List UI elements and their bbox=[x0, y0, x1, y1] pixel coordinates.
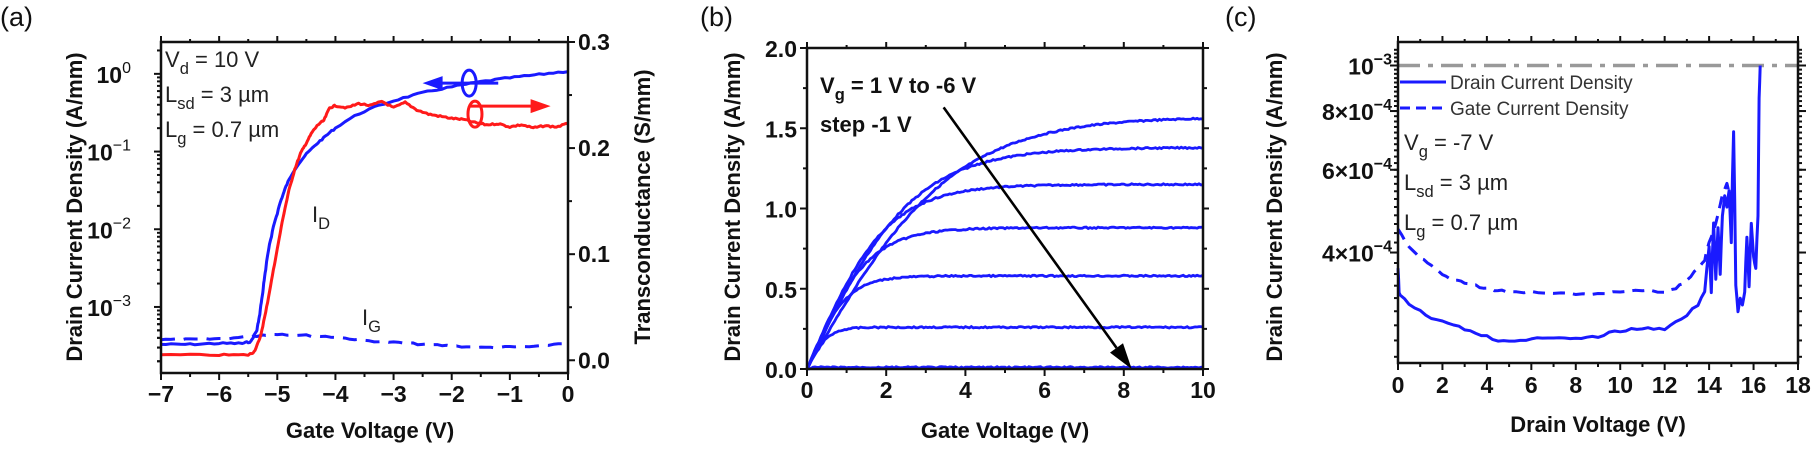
panel-c-xtick-label: 4 bbox=[1480, 372, 1493, 398]
panel-c-x-axis-title: Drain Voltage (V) bbox=[1510, 412, 1686, 437]
panel-b-series-0 bbox=[805, 116, 1204, 371]
right-arrowhead-icon bbox=[530, 99, 551, 114]
left-arrowhead-icon bbox=[422, 76, 443, 91]
panel-b-xtick-label: 8 bbox=[1117, 377, 1130, 403]
panel-a-series-2 bbox=[160, 99, 569, 357]
panel-a-ytick-label: 100 bbox=[97, 60, 132, 88]
vg-step-arrow-icon bbox=[942, 106, 1118, 349]
panel-b-xtick-label: 6 bbox=[1038, 377, 1051, 403]
panel-b-label: (b) bbox=[700, 2, 733, 32]
panel-a-annotation-1: Lsd = 3 µm bbox=[165, 82, 269, 113]
panel-a-xtick-label: −3 bbox=[380, 381, 406, 407]
panel-a-y2tick-label: 0.3 bbox=[578, 29, 610, 55]
panel-a-xtick-label: −4 bbox=[322, 381, 348, 407]
panel-a-y-axis-title: Drain Current Density (A/mm) bbox=[62, 52, 87, 361]
legend-label-1: Gate Current Density bbox=[1450, 99, 1629, 120]
panel-c-xtick-label: 14 bbox=[1696, 372, 1722, 398]
panel-b-series-4 bbox=[805, 273, 1204, 370]
curve-marker-circle-icon bbox=[460, 68, 478, 98]
panel-c-ytick-label: 10−3 bbox=[1348, 51, 1392, 79]
panel-c-xtick-label: 6 bbox=[1525, 372, 1538, 398]
panel-a-y2tick-label: 0.0 bbox=[578, 347, 610, 373]
panel-c-ytick-label: 8×10−4 bbox=[1322, 97, 1392, 125]
panel-b-series-3 bbox=[805, 225, 1204, 370]
panel-c-xtick-label: 12 bbox=[1652, 372, 1678, 398]
panel-c-xtick-label: 8 bbox=[1569, 372, 1582, 398]
panel-a-y2tick-label: 0.2 bbox=[578, 135, 610, 161]
panel-c-series-0 bbox=[1396, 65, 1762, 343]
panel-a-ytick-label: 10−2 bbox=[87, 215, 131, 243]
panel-b-ytick-label: 0.0 bbox=[765, 357, 797, 383]
panel-b-step-annotation: step -1 V bbox=[820, 112, 912, 137]
panel-c-annotation-2: Lg = 0.7 µm bbox=[1404, 210, 1518, 241]
panel-a-series-0 bbox=[160, 70, 569, 347]
panel-a-x-axis-title: Gate Voltage (V) bbox=[286, 418, 454, 443]
panel-b-xtick-label: 2 bbox=[880, 377, 893, 403]
panel-a-plot-area: Vd = 10 V Lsd = 3 µm Lg = 0.7 µm ID IG bbox=[160, 47, 569, 357]
panel-b-ytick-label: 0.5 bbox=[765, 277, 797, 303]
panel-a-y2-axis-title: Transconductance (S/mm) bbox=[630, 69, 655, 344]
panel-b-series-2 bbox=[805, 182, 1204, 370]
panel-a-ytick-label: 10−1 bbox=[87, 138, 131, 166]
panel-c-y-axis-title: Drain Current Density (A/mm) bbox=[1262, 52, 1287, 361]
panel-c-ytick-label: 4×10−4 bbox=[1322, 239, 1392, 267]
panel-c-xtick-label: 0 bbox=[1392, 372, 1405, 398]
panel-c-label: (c) bbox=[1225, 2, 1256, 32]
panel-a-xtick-label: 0 bbox=[562, 381, 575, 407]
panel-b-plot-area: Vg = 1 V to -6 V step -1 V bbox=[805, 73, 1204, 371]
panel-c-annotation-1: Lsd = 3 µm bbox=[1404, 170, 1508, 201]
legend-label-0: Drain Current Density bbox=[1450, 73, 1633, 94]
panel-a-series-1 bbox=[160, 332, 569, 350]
panel-b-ytick-label: 1.5 bbox=[765, 116, 797, 142]
panel-b-series-1 bbox=[805, 145, 1204, 370]
panel-a-xtick-label: −1 bbox=[497, 381, 523, 407]
panel-a-annotation-2: Lg = 0.7 µm bbox=[165, 117, 279, 148]
panel-b-x-axis-title: Gate Voltage (V) bbox=[921, 418, 1089, 443]
panel-a-annotation-0: Vd = 10 V bbox=[165, 47, 260, 78]
panel-a-xtick-label: −5 bbox=[264, 381, 290, 407]
panel-a-xtick-label: −6 bbox=[206, 381, 232, 407]
panel-b-ytick-label: 1.0 bbox=[765, 197, 797, 223]
panel-b-chart: (b) Vg = 1 V to -6 V step -1 V 0 2 4 6 8 10 0.0… bbox=[700, 2, 1216, 443]
id-curve-label: ID bbox=[312, 202, 330, 233]
panel-a-label: (a) bbox=[0, 2, 33, 32]
panel-b-vg-range-annotation: Vg = 1 V to -6 V bbox=[820, 73, 977, 104]
panel-c-xtick-label: 10 bbox=[1607, 372, 1633, 398]
panel-c-annotation-0: Vg = -7 V bbox=[1404, 130, 1494, 161]
panel-b-xtick-label: 4 bbox=[959, 377, 972, 403]
panel-c-xtick-label: 16 bbox=[1741, 372, 1767, 398]
panel-c-ytick-label: 6×10−4 bbox=[1322, 156, 1392, 184]
panel-a-axes: −7 −6 −5 −4 −3 −2 −1 0 100 10−1 10−2 10−3 0.0 0.1 0.2 0… bbox=[87, 29, 610, 407]
panel-a-chart: (a) Vd = 10 V Lsd = 3 µm Lg = 0.7 µm ID IG −… bbox=[0, 2, 655, 443]
panel-b-axes: 0 2 4 6 8 10 0.0 0.5 1.0 1.5 2.0 bbox=[765, 36, 1216, 403]
panel-b-xtick-label: 0 bbox=[801, 377, 814, 403]
ig-curve-label: IG bbox=[362, 305, 381, 336]
vg-step-arrowhead-icon bbox=[1110, 343, 1132, 369]
panel-c-plot-area: Drain Current Density Gate Current Densit… bbox=[1396, 63, 1798, 343]
panel-b-series-5 bbox=[805, 324, 1204, 370]
panel-c-xtick-label: 18 bbox=[1785, 372, 1811, 398]
panel-a-ytick-label: 10−3 bbox=[87, 293, 131, 321]
panel-a-y2tick-label: 0.1 bbox=[578, 241, 610, 267]
panel-c-axes: 0 2 4 6 8 10 12 14 16 18 10−3 8×10−4 6×10−4 4×10−4 bbox=[1322, 36, 1811, 398]
panel-c-xtick-label: 2 bbox=[1436, 372, 1449, 398]
panel-b-ytick-label: 2.0 bbox=[765, 36, 797, 62]
panel-c-chart: (c) Drain Current Density Gate Current De… bbox=[1225, 2, 1811, 437]
curve-marker-circle-icon bbox=[466, 99, 484, 129]
panel-a-xtick-label: −7 bbox=[148, 381, 174, 407]
panel-c-series-1 bbox=[1396, 181, 1733, 297]
panel-b-xtick-label: 10 bbox=[1190, 377, 1216, 403]
panel-a-xtick-label: −2 bbox=[439, 381, 465, 407]
panel-b-y-axis-title: Drain Current Density (A/mm) bbox=[720, 52, 745, 361]
